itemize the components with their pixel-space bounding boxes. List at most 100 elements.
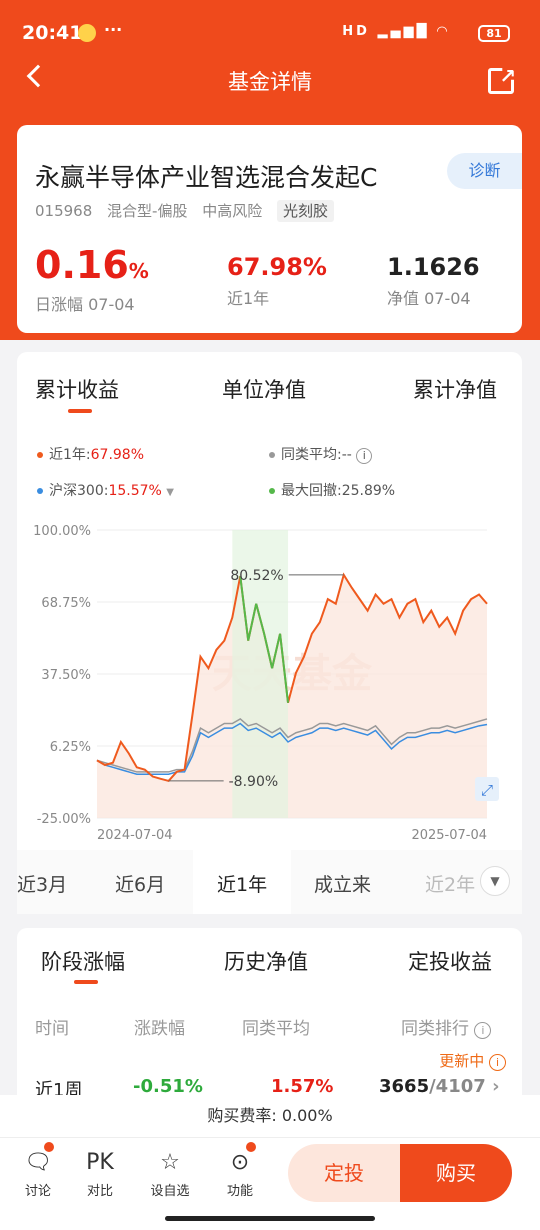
legend-index-label: 沪深300:	[49, 483, 109, 499]
daily-change-value: 0.16	[35, 243, 129, 287]
compare-button[interactable]: PK 对比	[70, 1146, 130, 1199]
period-2y[interactable]: 近2年	[425, 874, 476, 896]
fund-code: 015968	[35, 202, 93, 220]
series-line-0	[96, 572, 488, 783]
performance-card: 阶段涨幅 历史净值 定投收益 时间 涨跌幅 同类平均 同类排行 i 更新中 i …	[17, 928, 522, 1128]
fund-name: 永赢半导体产业智选混合发起C	[35, 163, 378, 192]
drawdown-line	[239, 575, 290, 703]
return-chart[interactable]: 100.00% 68.75% 37.50% 6.25% -25.00% 2024-07-0…	[17, 512, 522, 852]
status-bar: 20:41 ··· HD ▂▄▆█ ◠ 81	[0, 0, 540, 68]
legend-peer-label: 同类平均:--	[281, 447, 352, 463]
year-return: 67.98% 近1年	[227, 253, 327, 309]
row-rank-total: /4107	[429, 1076, 486, 1097]
share-icon[interactable]	[488, 68, 514, 94]
col-change: 涨跌幅	[134, 1019, 185, 1039]
notification-dot	[44, 1142, 54, 1152]
series-line-2	[96, 718, 488, 773]
tab-cumulative-nav[interactable]: 累计净值	[413, 378, 497, 402]
legend-fund-label: 近1年:	[49, 447, 91, 463]
tab-unit-nav[interactable]: 单位净值	[222, 378, 306, 402]
functions-label: 功能	[226, 1184, 253, 1199]
tab-stage-return[interactable]: 阶段涨幅	[41, 950, 125, 974]
share-arrow-icon[interactable]: ↗	[499, 64, 516, 88]
dropdown-icon[interactable]: ▼	[166, 487, 174, 498]
expand-periods-icon[interactable]: ▼	[480, 866, 510, 896]
net-value: 1.1626 净值 07-04	[387, 253, 480, 309]
fund-summary-card: 永赢半导体产业智选混合发起C 诊断 015968 混合型-偏股 中高风险 光刻胶…	[17, 125, 522, 333]
row-rank[interactable]: 3665/4107 ›	[379, 1076, 499, 1097]
weibo-icon	[78, 24, 96, 42]
add-watchlist-button[interactable]: ☆ 设自选	[140, 1146, 200, 1199]
y-tick-label: 37.50%	[41, 668, 91, 683]
discuss-button[interactable]: 🗨 讨论	[8, 1146, 68, 1199]
buy-button[interactable]: 购买	[400, 1144, 512, 1202]
legend-fund-value: 67.98%	[90, 447, 145, 463]
theme-tag[interactable]: 光刻胶	[277, 200, 335, 222]
return-area	[97, 574, 487, 818]
fullscreen-glyph: ⤢	[481, 781, 494, 799]
y-tick-label: 6.25%	[50, 740, 91, 755]
legend-index-value: 15.57%	[108, 483, 162, 499]
pk-icon: PK	[86, 1150, 114, 1175]
chart-card: 累计收益 单位净值 累计净值 近1年:67.98% 同类平均:-- i 沪深30…	[17, 352, 522, 914]
sip-button[interactable]: 定投	[288, 1144, 400, 1202]
tab-history-nav[interactable]: 历史净值	[224, 950, 308, 974]
nav-bar: 基金详情 ↗	[0, 52, 540, 108]
bottom-bar: 🗨 讨论 PK 对比 ☆ 设自选 ⊙ 功能 定投 购买	[0, 1137, 540, 1230]
watchlist-label: 设自选	[150, 1184, 190, 1199]
col-peer-avg: 同类平均	[242, 1019, 310, 1039]
battery-icon: 81	[478, 25, 510, 42]
col-period: 时间	[35, 1019, 69, 1039]
tab-cumulative-return[interactable]: 累计收益	[35, 378, 119, 402]
fullscreen-icon[interactable]	[475, 777, 499, 801]
info-icon[interactable]: i	[356, 448, 373, 464]
legend-index[interactable]: 沪深300:15.57% ▼	[37, 480, 174, 500]
tab-sip-return[interactable]: 定投收益	[408, 950, 492, 974]
signal-icon: HD ▂▄▆█ ◠	[342, 24, 450, 39]
fund-type: 混合型-偏股	[107, 202, 188, 220]
period-6m[interactable]: 近6月	[115, 874, 166, 896]
home-indicator	[165, 1216, 375, 1221]
series-line-1	[96, 722, 488, 775]
trough-annotation: -8.90%	[229, 774, 279, 790]
discuss-label: 讨论	[24, 1184, 51, 1199]
update-label: 更新中	[439, 1052, 485, 1070]
drawdown-region	[232, 530, 289, 818]
chevron-right-icon: ›	[492, 1076, 500, 1097]
col-peer-rank: 同类排行 i	[401, 1014, 492, 1039]
diagnose-button[interactable]: 诊断	[447, 153, 522, 189]
fund-meta: 015968 混合型-偏股 中高风险 光刻胶	[35, 200, 344, 222]
page-title: 基金详情	[228, 70, 312, 94]
period-since-inception[interactable]: 成立来	[314, 874, 372, 896]
active-tab-indicator	[68, 409, 92, 413]
row-peer-avg: 1.57%	[271, 1076, 334, 1097]
peak-annotation: 80.52%	[230, 568, 283, 584]
more-notifications-icon: ···	[104, 20, 123, 39]
daily-change-unit: %	[128, 259, 149, 283]
year-return-label: 近1年	[227, 289, 270, 308]
period-3m[interactable]: 近3月	[17, 874, 68, 896]
clock: 20:41	[22, 22, 83, 44]
chat-icon: 🗨	[24, 1150, 52, 1175]
x-tick-label: 2025-07-04	[411, 828, 487, 843]
more-icon: ⊙	[230, 1150, 250, 1175]
legend-drawdown-value: 25.89%	[341, 483, 396, 499]
period-1y[interactable]: 近1年	[217, 874, 268, 896]
fund-risk: 中高风险	[202, 202, 263, 220]
col-peer-rank-label: 同类排行	[401, 1019, 469, 1039]
y-tick-label: 100.00%	[33, 524, 91, 539]
update-status: 更新中 i	[439, 1050, 506, 1071]
star-icon: ☆	[160, 1150, 180, 1175]
purchase-fee: 购买费率: 0.00%	[0, 1095, 540, 1137]
chart-tabs: 累计收益 单位净值 累计净值	[17, 374, 522, 414]
y-tick-label: -25.00%	[37, 812, 91, 827]
legend-peer: 同类平均:-- i	[269, 444, 373, 464]
active-period-background	[193, 850, 291, 914]
info-icon[interactable]: i	[489, 1054, 506, 1071]
period-tabs: 近3月 近6月 近1年 成立来 近2年 ▼	[17, 850, 522, 914]
functions-button[interactable]: ⊙ 功能	[210, 1146, 270, 1199]
compare-label: 对比	[86, 1184, 113, 1199]
legend-drawdown-label: 最大回撤:	[281, 483, 342, 499]
net-value-label: 净值 07-04	[387, 289, 471, 308]
info-icon[interactable]: i	[474, 1022, 492, 1039]
